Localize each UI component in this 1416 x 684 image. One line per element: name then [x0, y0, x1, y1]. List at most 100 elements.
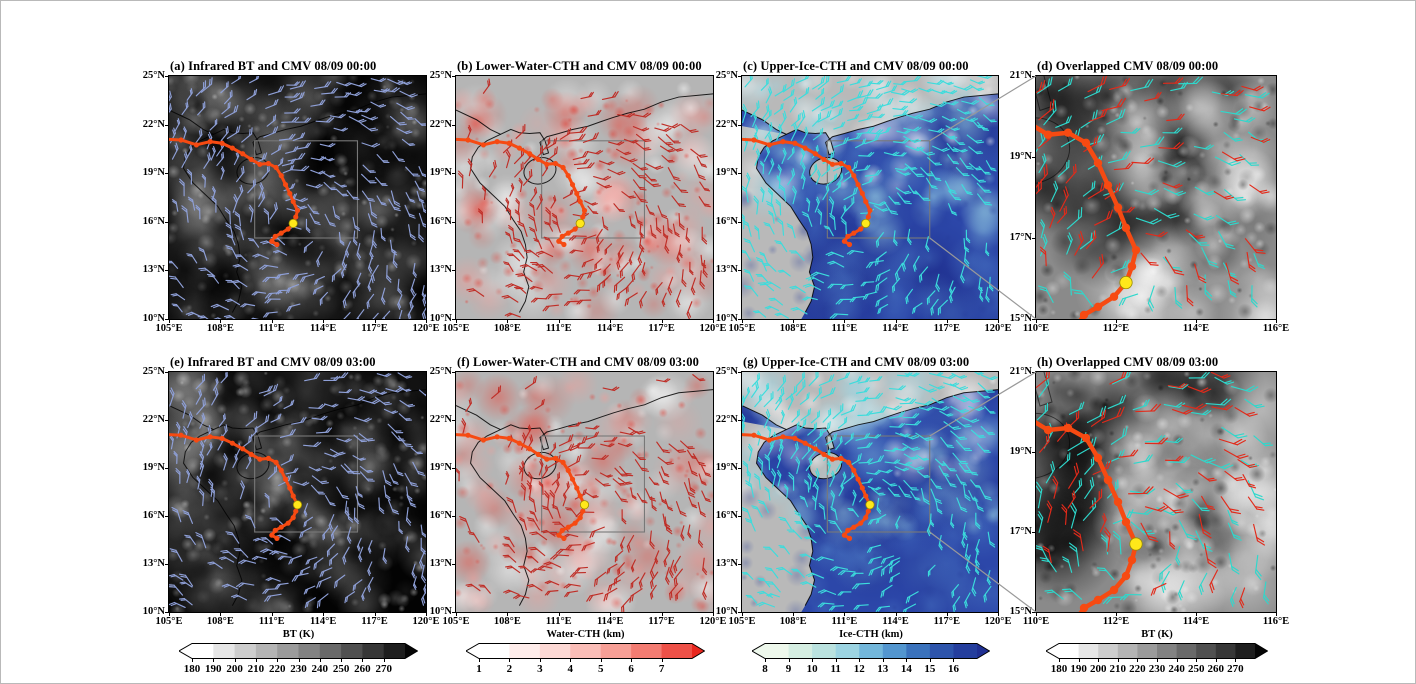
x-tick-mark	[998, 319, 999, 323]
x-tick-mark	[558, 612, 560, 616]
x-tick-label: 114°E	[1182, 323, 1210, 334]
colorbar-tick-mark	[1117, 659, 1119, 662]
x-tick-label: 120°E	[699, 323, 727, 334]
y-tick-mark	[165, 612, 169, 613]
colorbar-tick-mark	[765, 659, 766, 662]
y-tick-label: 21°N	[1009, 70, 1032, 81]
y-tick-label: 16°N	[429, 215, 452, 227]
colorbar-tick-label: 200	[226, 663, 243, 675]
colorbar-tick-label: 240	[1168, 663, 1185, 675]
colorbar-tick-label: 4	[567, 663, 574, 675]
y-tick-label: 19°N	[429, 462, 452, 473]
y-tick-mark	[452, 124, 456, 126]
y-tick-mark	[452, 420, 456, 421]
panel-h-title: (h) Overlapped CMV 08/09 03:00	[1037, 355, 1219, 369]
x-tick-label: 105°E	[728, 323, 756, 334]
x-tick-mark	[426, 319, 427, 323]
x-tick-mark	[374, 612, 376, 616]
colorbar-tick-mark	[882, 659, 884, 662]
x-tick-mark	[742, 612, 743, 616]
colorbar-bt-left-ticks: 180 190 200 210 220 230 240 250 260 270	[179, 659, 418, 675]
x-tick-label: 108°E	[779, 323, 807, 334]
x-tick-label: 117°E	[361, 323, 388, 334]
x-tick-mark	[507, 319, 509, 323]
y-tick-mark	[165, 319, 169, 320]
panel-h-map	[1035, 371, 1277, 613]
y-tick-mark	[738, 173, 742, 175]
y-tick-mark	[452, 319, 456, 320]
panel-d-map	[1035, 75, 1277, 320]
x-tick-label: 120°E	[412, 323, 440, 334]
colorbar-tick-label: 3	[537, 663, 543, 675]
colorbar-tick-mark	[812, 659, 814, 662]
x-tick-label: 114°E	[597, 323, 624, 334]
x-tick-label: 111°E	[545, 323, 572, 334]
x-tick-label: 117°E	[648, 616, 675, 627]
colorbar-tick-label: 190	[205, 663, 222, 675]
x-tick-label: 108°E	[206, 323, 234, 334]
panel-f-map	[455, 371, 714, 613]
colorbar-tick-mark	[788, 659, 790, 662]
x-tick-mark	[323, 319, 325, 323]
colorbar-tick-mark	[192, 659, 193, 662]
x-tick-label: 105°E	[728, 616, 756, 627]
colorbar-tick-mark	[1157, 659, 1158, 662]
y-tick-mark	[165, 420, 169, 421]
x-tick-label: 116°E	[1262, 323, 1290, 334]
x-tick-label: 105°E	[442, 616, 470, 627]
y-tick-label: 22°N	[715, 118, 738, 130]
y-tick-label: 13°N	[429, 558, 452, 569]
y-tick-mark	[1032, 76, 1036, 77]
y-tick-mark	[452, 564, 456, 565]
y-tick-label: 25°N	[142, 70, 165, 81]
x-tick-label: 117°E	[648, 323, 675, 334]
colorbar-tick-label: 200	[1089, 663, 1107, 675]
y-tick-mark	[165, 76, 169, 77]
y-tick-mark	[165, 564, 169, 565]
panel-a-title: (a) Infrared BT and CMV 08/09 00:00	[170, 59, 377, 73]
x-tick-label: 117°E	[933, 323, 960, 334]
x-tick-mark	[610, 612, 612, 616]
y-tick-label: 25°N	[429, 70, 452, 81]
x-tick-label: 110°E	[1022, 616, 1050, 627]
colorbar-tick-mark	[906, 659, 908, 662]
colorbar-tick-label: 230	[1148, 663, 1166, 675]
colorbar-tick-label: 260	[354, 663, 371, 675]
colorbar-tick-label: 6	[628, 663, 634, 675]
y-tick-label: 10°N	[142, 606, 165, 617]
x-tick-mark	[426, 612, 427, 616]
x-tick-label: 111°E	[258, 616, 285, 627]
x-tick-label: 112°E	[1102, 616, 1130, 627]
y-tick-mark	[165, 372, 169, 373]
colorbar-tick-label: 270	[375, 663, 392, 675]
y-tick-label: 10°N	[715, 606, 738, 617]
y-tick-label: 16°N	[715, 215, 738, 227]
x-tick-label: 111°E	[545, 616, 572, 627]
colorbar-ice-cth-ticks: 8 9 10 11 12 13 14 15 16	[752, 659, 990, 675]
y-tick-mark	[452, 76, 456, 77]
colorbar-bt-left-title: BT (K)	[282, 629, 315, 640]
y-tick-label: 16°N	[429, 510, 452, 521]
colorbar-tick-label: 5	[597, 663, 604, 675]
x-tick-mark	[610, 319, 612, 323]
x-tick-mark	[1276, 319, 1277, 323]
y-tick-label: 17°N	[1009, 526, 1032, 537]
panel-b-map	[455, 75, 714, 320]
y-tick-mark	[452, 516, 456, 517]
y-tick-label: 10°N	[429, 606, 452, 617]
x-tick-mark	[374, 319, 376, 323]
x-tick-label: 117°E	[361, 616, 388, 627]
x-tick-label: 114°E	[882, 323, 909, 334]
colorbar-tick-label: 220	[1129, 663, 1146, 675]
colorbar-tick-label: 260	[1207, 663, 1225, 675]
colorbar-tick-mark	[277, 659, 279, 662]
colorbar-tick-mark	[362, 659, 364, 662]
colorbar-tick-label: 9	[785, 663, 792, 675]
panel-f-water-cth-03: (f) Lower-Water-CTH and CMV 08/09 03:00 …	[430, 355, 727, 627]
y-tick-label: 13°N	[715, 558, 738, 569]
x-tick-mark	[793, 612, 795, 616]
colorbar-tick-mark	[835, 659, 837, 662]
colorbar-tick-label: 10	[806, 663, 818, 675]
y-tick-mark	[452, 173, 456, 175]
colorbar-tick-label: 250	[332, 663, 350, 675]
